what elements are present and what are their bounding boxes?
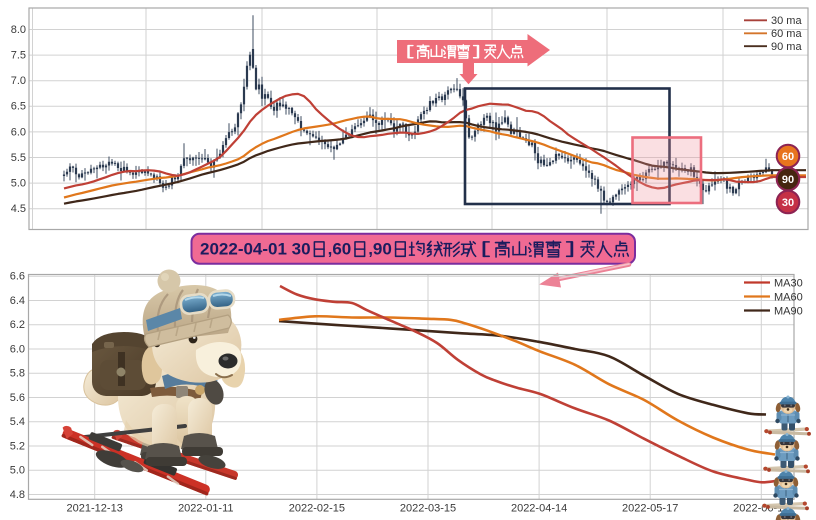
- svg-text:6.2: 6.2: [10, 319, 25, 331]
- svg-text:5.5: 5.5: [11, 152, 26, 164]
- svg-text:2022-02-15: 2022-02-15: [289, 503, 345, 515]
- svg-text:5.0: 5.0: [11, 178, 26, 190]
- svg-text:90: 90: [782, 174, 794, 186]
- svg-text:,60: ,60: [328, 239, 352, 258]
- svg-text:6.0: 6.0: [11, 126, 26, 138]
- svg-text:8.0: 8.0: [11, 24, 26, 36]
- svg-text:MA60: MA60: [774, 291, 803, 303]
- svg-text:MA30: MA30: [774, 277, 803, 289]
- svg-text:5.2: 5.2: [10, 440, 25, 452]
- svg-text:6.4: 6.4: [10, 295, 25, 307]
- svg-text:7.5: 7.5: [11, 50, 26, 62]
- svg-text:6.5: 6.5: [11, 101, 26, 113]
- svg-text:2021-12-13: 2021-12-13: [67, 503, 123, 515]
- svg-text:2022-03-15: 2022-03-15: [400, 503, 456, 515]
- svg-text:2022-05-17: 2022-05-17: [622, 503, 678, 515]
- svg-text:5.0: 5.0: [10, 465, 25, 477]
- svg-text:30 ma: 30 ma: [771, 15, 802, 27]
- svg-text:2022-04-14: 2022-04-14: [511, 503, 567, 515]
- svg-text:4.5: 4.5: [11, 203, 26, 215]
- svg-text:4.8: 4.8: [10, 489, 25, 501]
- svg-text:5.6: 5.6: [10, 392, 25, 404]
- svg-text:6.0: 6.0: [10, 343, 25, 355]
- svg-text:90 ma: 90 ma: [771, 41, 802, 53]
- svg-text:MA90: MA90: [774, 305, 803, 317]
- svg-text:,90: ,90: [368, 239, 392, 258]
- svg-text:7.0: 7.0: [11, 75, 26, 87]
- svg-text:2022-04-01 30: 2022-04-01 30: [200, 239, 311, 258]
- svg-text:5.8: 5.8: [10, 368, 25, 380]
- svg-text:2022-01-11: 2022-01-11: [178, 503, 233, 515]
- svg-text:5.4: 5.4: [10, 416, 25, 428]
- svg-text:60 ma: 60 ma: [771, 28, 802, 40]
- svg-text:30: 30: [782, 197, 794, 209]
- svg-text:60: 60: [782, 151, 794, 163]
- svg-text:6.6: 6.6: [10, 271, 25, 283]
